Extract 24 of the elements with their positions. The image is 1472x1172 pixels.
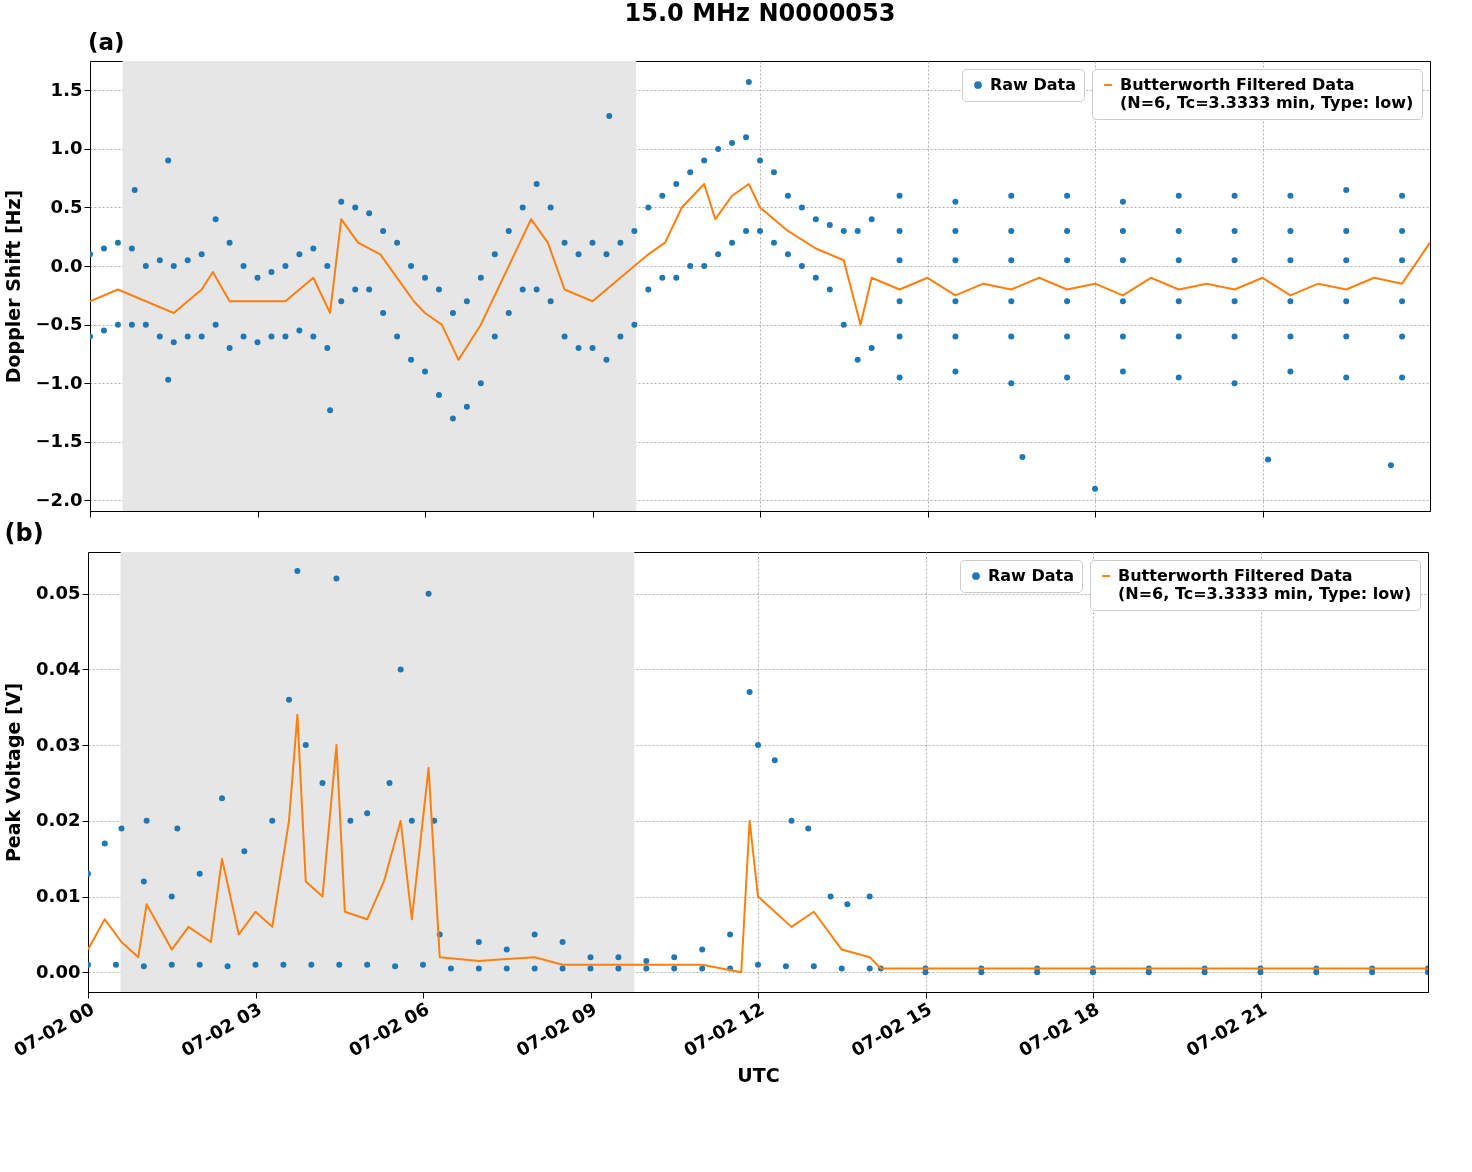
y-tick-label: 0.04 — [36, 657, 81, 679]
y-tick-label: 0.05 — [36, 582, 81, 604]
y-tick-label: −1.5 — [35, 430, 83, 452]
x-axis-title: UTC — [737, 1063, 780, 1086]
y-tick-label: 0.5 — [50, 195, 83, 217]
y-tick-label: 0.00 — [36, 960, 81, 982]
y-axis-title: Peak Voltage [V] — [2, 682, 25, 863]
y-tick-label: 0.01 — [36, 885, 81, 907]
chart-title: (b) — [4, 519, 44, 547]
y-tick-label: −0.5 — [35, 313, 83, 335]
text: (a) — [88, 29, 125, 55]
y-tick-label: 1.5 — [50, 78, 83, 100]
y-tick-label: −1.0 — [35, 371, 83, 393]
legend-label: Raw Data — [990, 75, 1076, 94]
legend-label: Butterworth Filtered Data (N=6, Tc=3.3333 min, Type: low) — [1120, 75, 1414, 112]
y-tick-label: 0.02 — [36, 809, 81, 831]
y-tick-label: −2.0 — [35, 488, 83, 510]
y-axis-title: Doppler Shift [Hz] — [1, 189, 24, 384]
chart-title: 15.0 MHz N0000053 — [624, 0, 896, 27]
y-tick-label: 1.0 — [50, 137, 83, 159]
legend-label: Butterworth Filtered Data (N=6, Tc=3.3333 min, Type: low) — [1118, 566, 1412, 603]
y-tick-label: 0.0 — [50, 254, 83, 276]
legend-label: Raw Data — [988, 566, 1074, 585]
y-tick-label: 0.03 — [36, 733, 81, 755]
